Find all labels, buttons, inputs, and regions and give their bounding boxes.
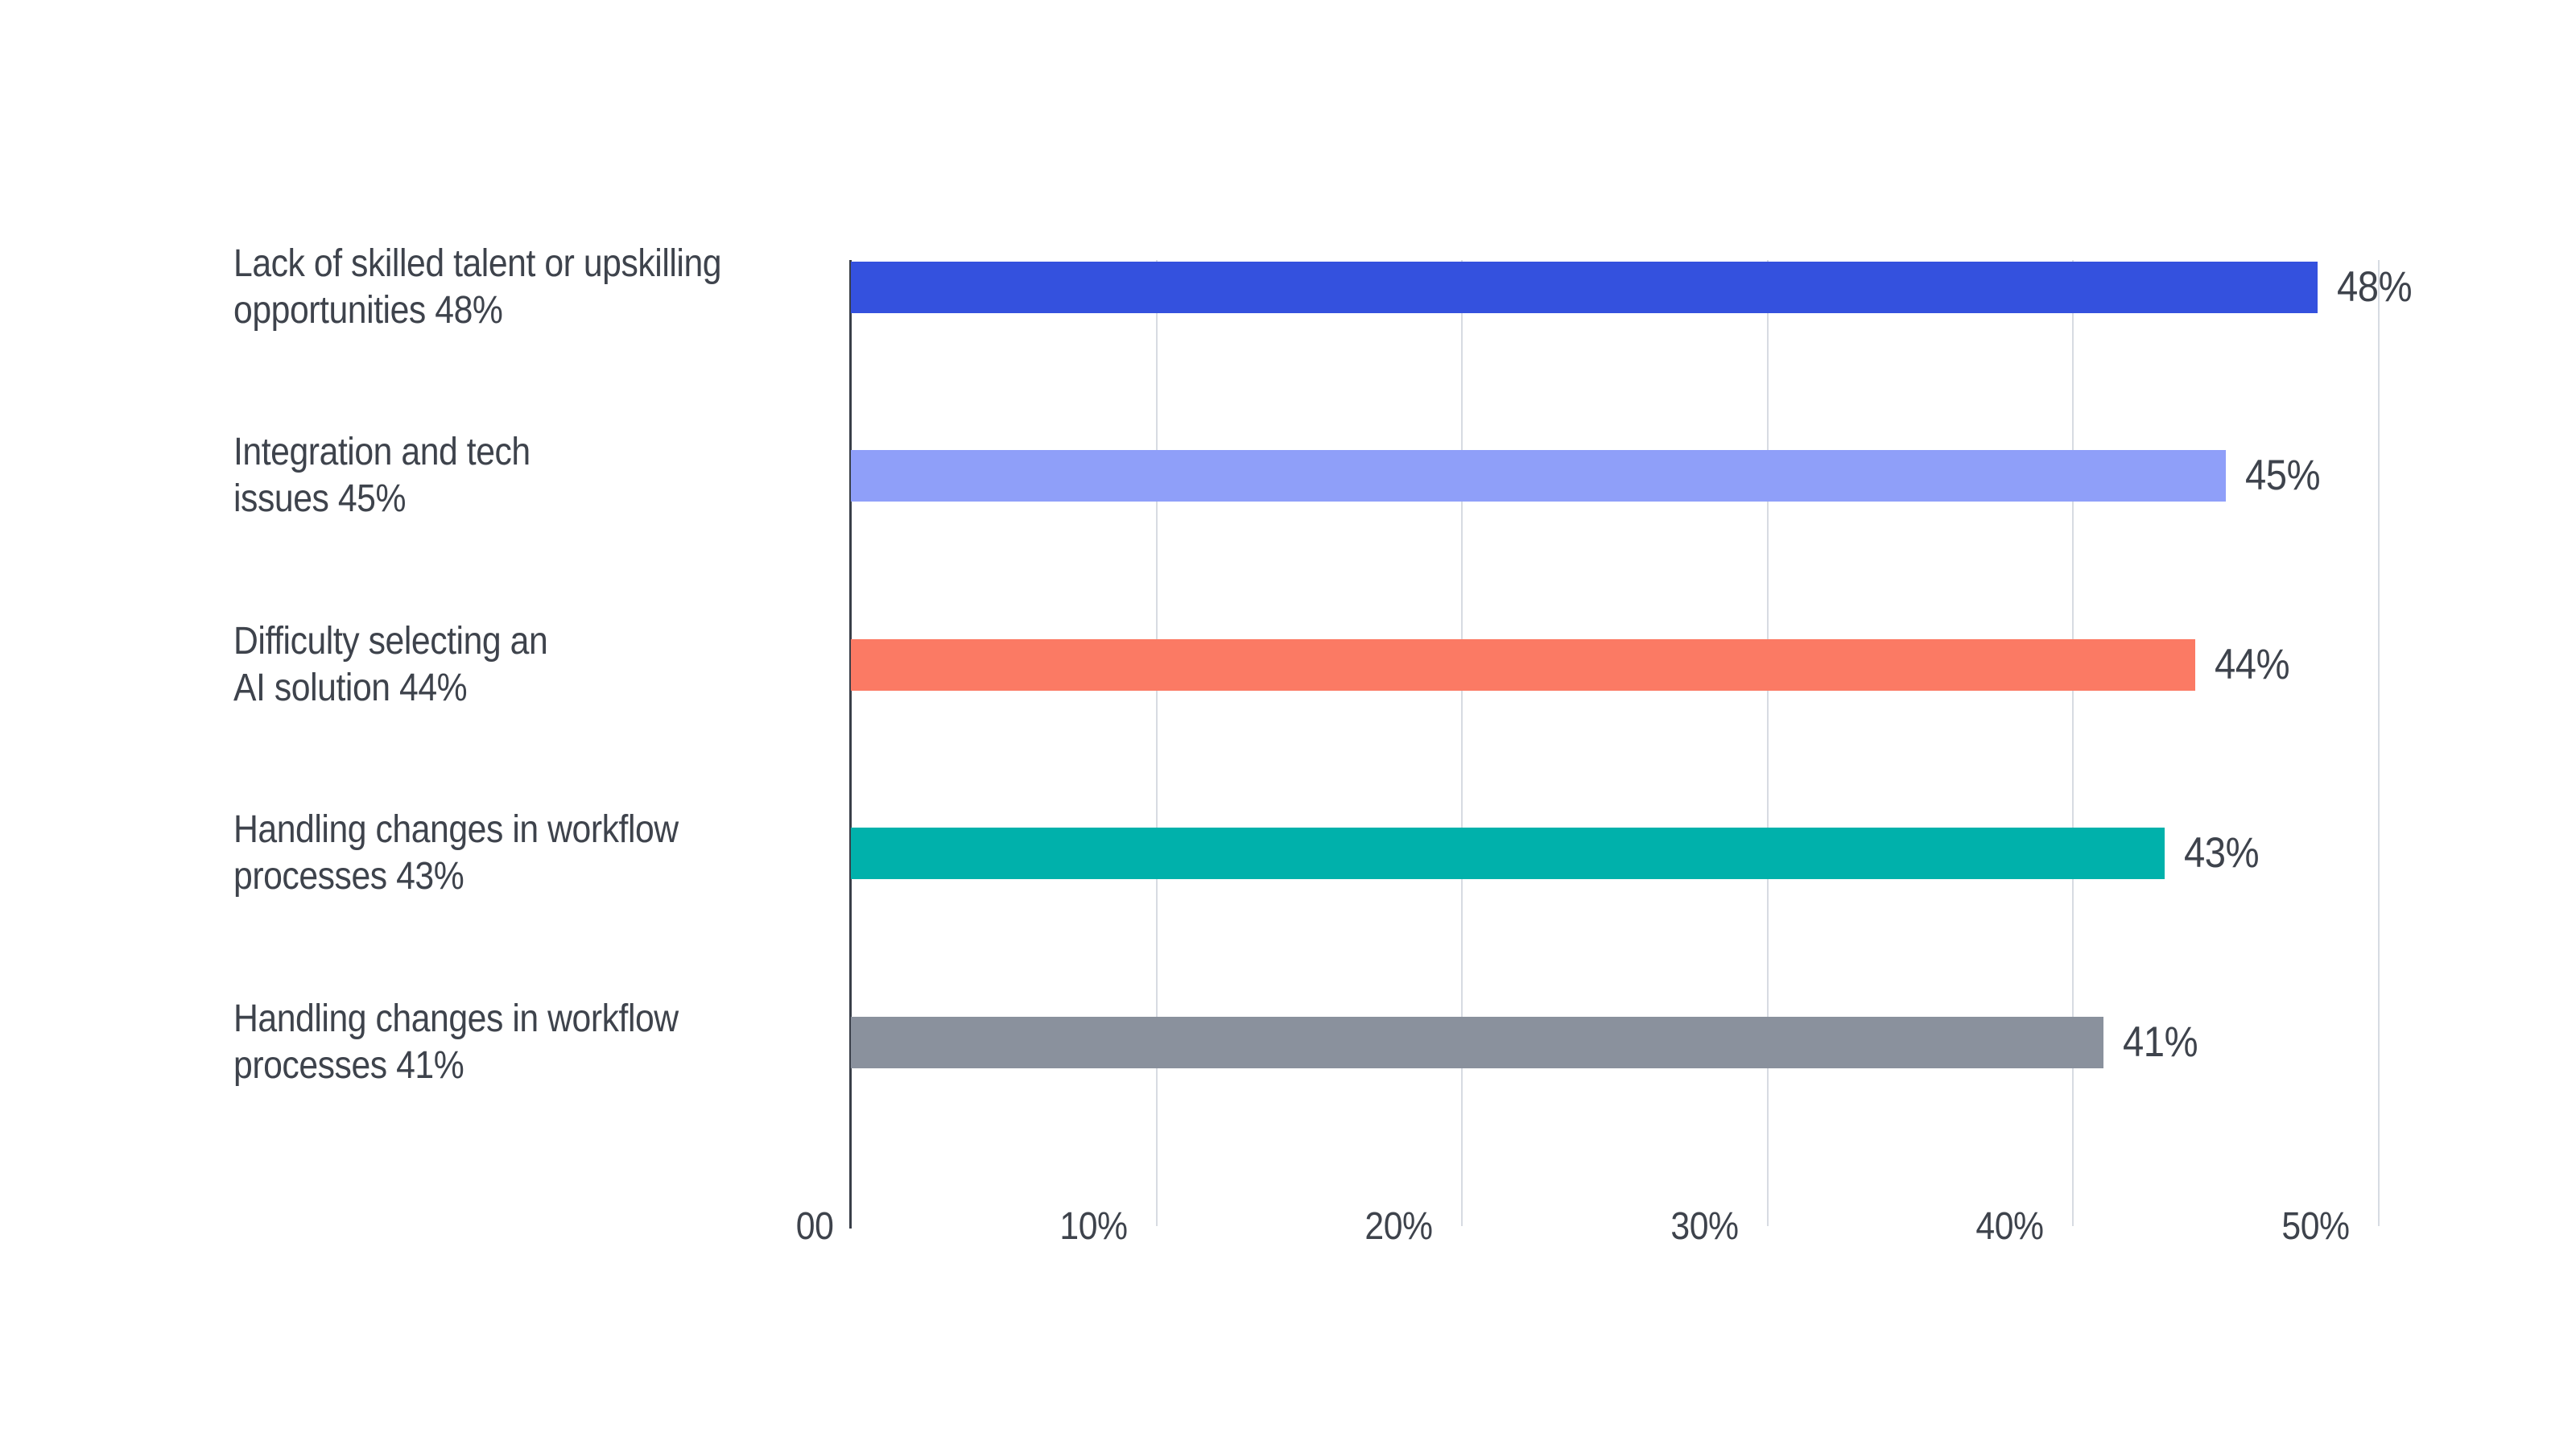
- value-label: 43%: [2184, 829, 2260, 877]
- x-tick-label: 40%: [1975, 1205, 2045, 1248]
- x-tick-label: 10%: [1059, 1205, 1129, 1248]
- value-label: 41%: [2123, 1018, 2198, 1066]
- plot-area: 48% 45% 44% 43% 41%: [849, 260, 2413, 1229]
- category-label-line: opportunities 48%: [233, 289, 503, 332]
- gridline-20%: [1461, 260, 1463, 1226]
- gridline-10%: [1156, 260, 1158, 1226]
- category-label-line: Difficulty selecting an: [233, 620, 548, 663]
- bar-row: 45%: [851, 450, 2379, 502]
- bar: [851, 828, 2165, 879]
- category-label-line: Lack of skilled talent or upskilling: [233, 242, 722, 285]
- category-label: Handling changes in workflow processes 43…: [233, 807, 958, 900]
- x-tick-label: 50%: [2281, 1205, 2351, 1248]
- category-label-line: issues 45%: [233, 477, 407, 520]
- bar-row: 48%: [851, 262, 2413, 313]
- x-tick-label: 00: [795, 1205, 833, 1248]
- bar-row: 41%: [851, 1017, 2379, 1068]
- category-label-line: Handling changes in workflow: [233, 997, 679, 1040]
- y-axis-line: [849, 260, 852, 1229]
- value-label: 45%: [2245, 452, 2321, 499]
- category-label-line: Integration and tech: [233, 431, 530, 473]
- value-label: 48%: [2337, 263, 2413, 311]
- gridline-50%: [2378, 260, 2380, 1226]
- x-tick-label: 20%: [1364, 1205, 1434, 1248]
- category-label-line: AI solution 44%: [233, 667, 468, 709]
- bar-row: 43%: [851, 828, 2379, 879]
- gridline-30%: [1767, 260, 1769, 1226]
- bar-row: 44%: [851, 639, 2379, 691]
- bar: [851, 450, 2226, 502]
- value-label: 44%: [2215, 641, 2290, 688]
- bar: [851, 262, 2318, 313]
- bar: [851, 1017, 2103, 1068]
- category-label-line: processes 41%: [233, 1044, 464, 1087]
- category-label-line: Handling changes in workflow: [233, 808, 679, 851]
- x-tick-label: 30%: [1670, 1205, 1740, 1248]
- category-label: Difficulty selecting an AI solution 44%: [233, 618, 958, 712]
- category-label-line: processes 43%: [233, 855, 464, 898]
- category-label: Lack of skilled talent or upskilling oppo…: [233, 241, 958, 334]
- bar: [851, 639, 2195, 691]
- category-label: Integration and tech issues 45%: [233, 429, 958, 522]
- category-label: Handling changes in workflow processes 41…: [233, 996, 958, 1089]
- gridline-40%: [2072, 260, 2074, 1226]
